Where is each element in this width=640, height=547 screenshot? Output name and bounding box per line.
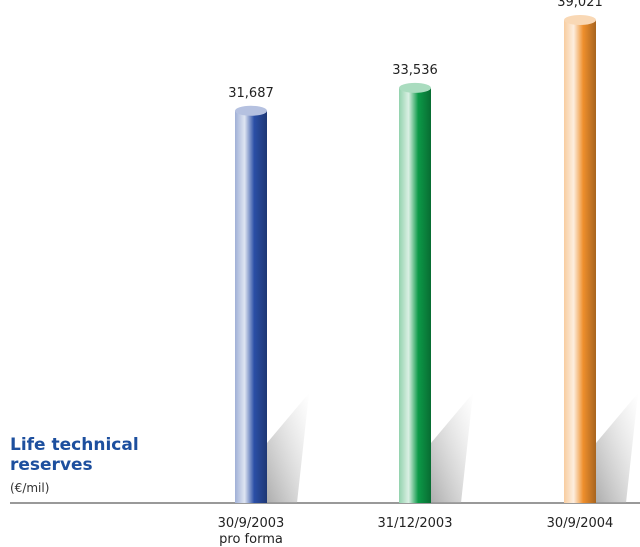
bar: [564, 20, 596, 503]
bar-cap: [564, 15, 596, 25]
value-label: 33,536: [392, 63, 438, 78]
shadow: [596, 393, 638, 503]
shadow: [267, 393, 309, 503]
value-label: 31,687: [228, 86, 274, 101]
value-label: 39,021: [557, 0, 603, 10]
x-tick-label: 30/9/2004: [547, 516, 614, 531]
x-tick-label: 31/12/2003: [378, 516, 453, 531]
chart-subtitle: (€/mil): [10, 481, 49, 495]
x-tick-label: 30/9/2003: [218, 516, 285, 531]
title-line: reserves: [10, 455, 93, 475]
bar: [235, 110, 267, 504]
bar-cap: [399, 82, 431, 93]
bar-cap: [235, 105, 267, 116]
shadow: [431, 393, 473, 503]
x-tick-sublabel: pro forma: [219, 532, 283, 547]
chart-title: Life technical reserves: [10, 435, 139, 475]
bar: [399, 87, 431, 503]
title-line: Life technical: [10, 435, 139, 455]
